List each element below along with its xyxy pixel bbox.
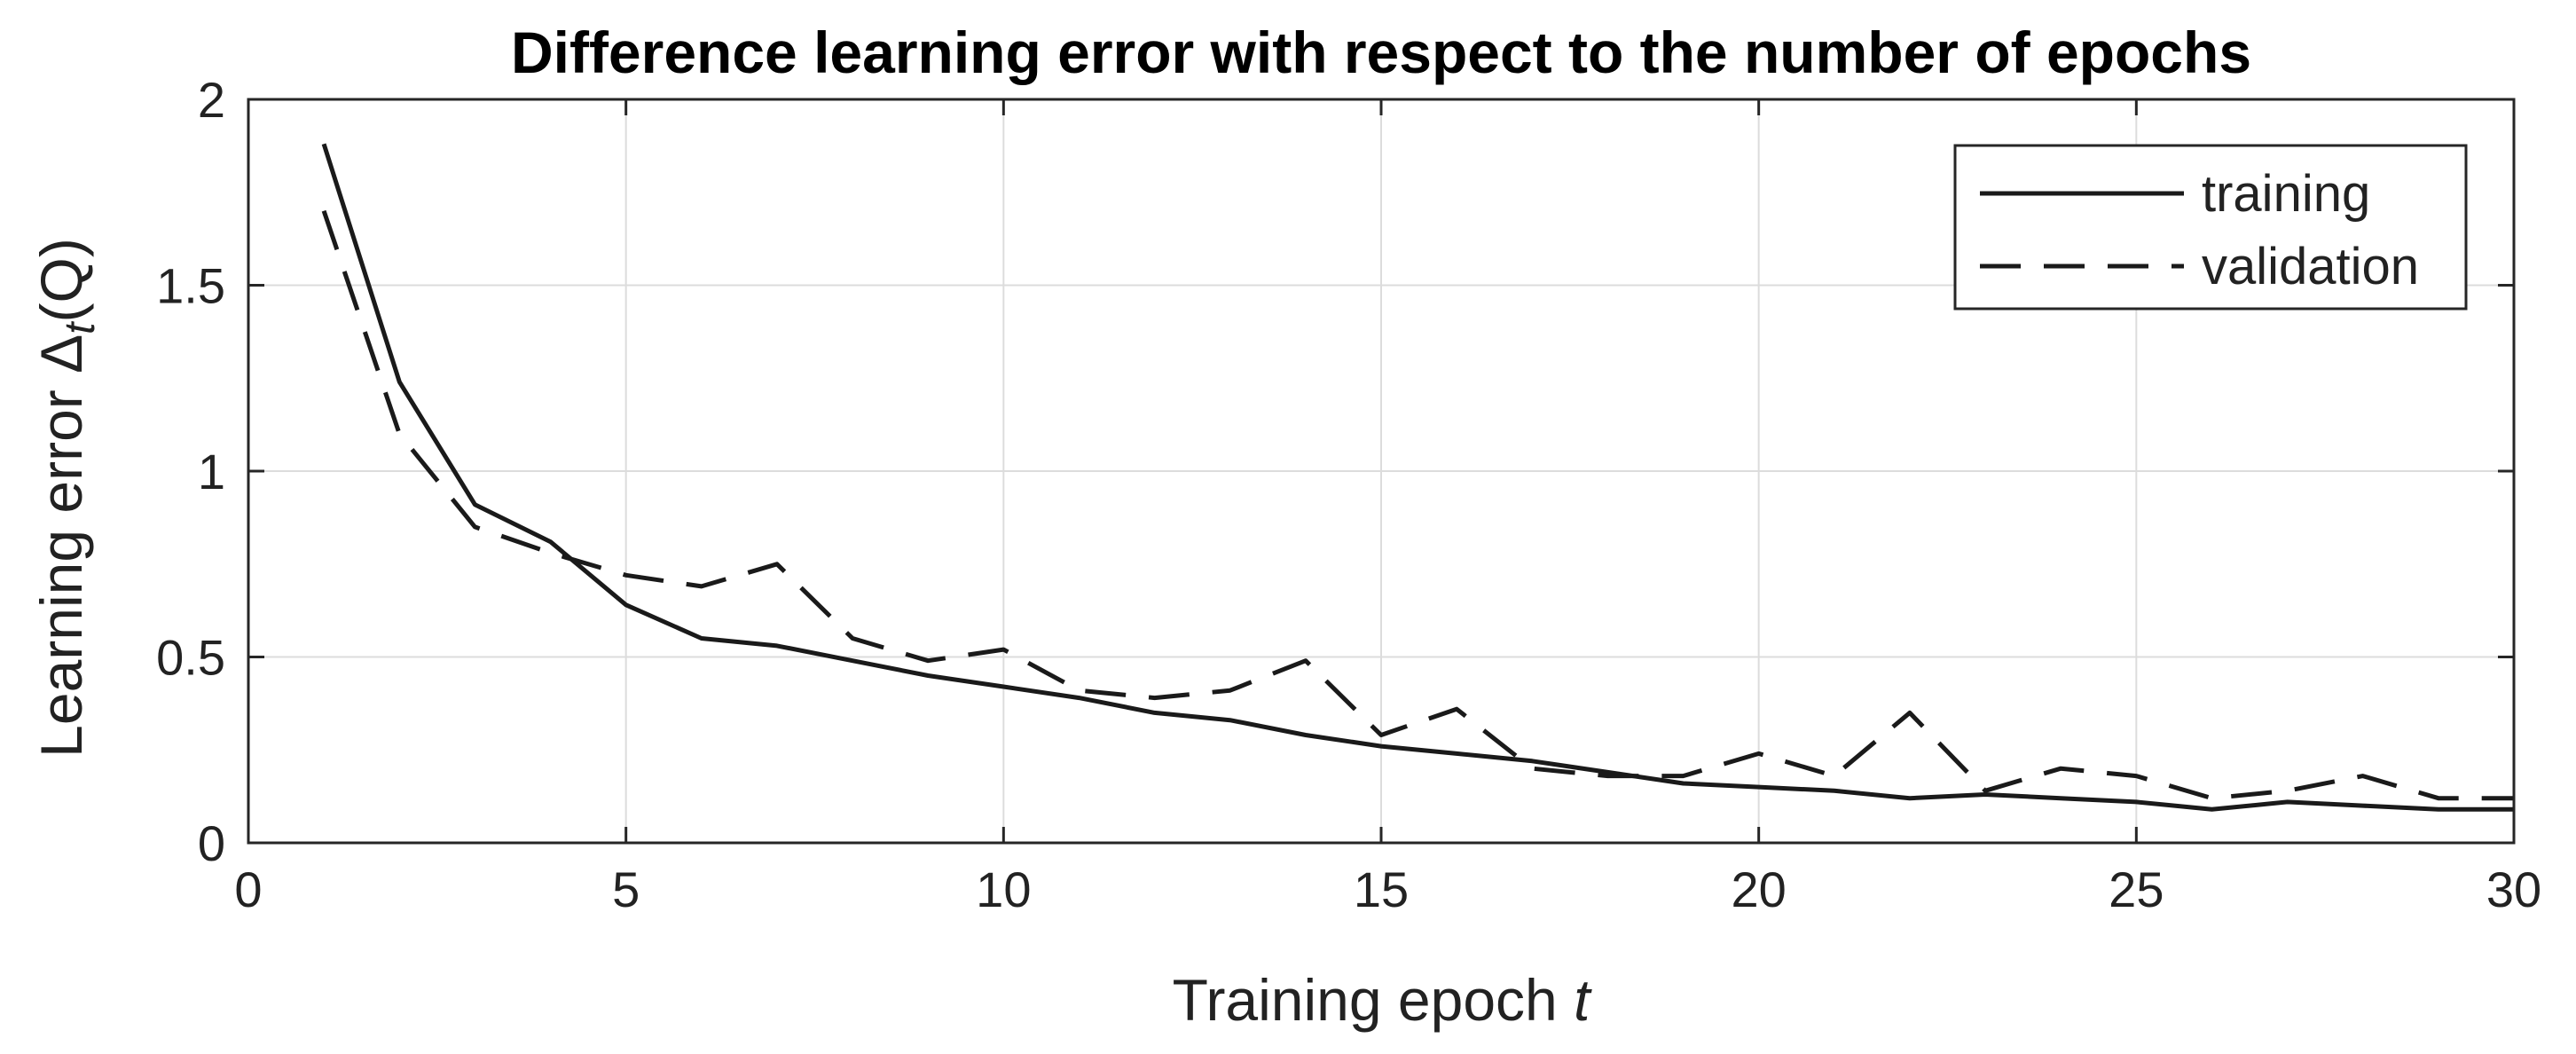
x-tick-label: 30 xyxy=(2486,861,2541,917)
x-tick-label: 0 xyxy=(234,861,262,917)
y-tick-label: 1 xyxy=(198,444,225,499)
x-tick-label: 25 xyxy=(2109,861,2164,917)
x-axis-label: Training epoch t xyxy=(1173,967,1593,1033)
series-group xyxy=(321,143,2514,812)
x-tick-label: 15 xyxy=(1354,861,1409,917)
x-tick-label: 5 xyxy=(612,861,640,917)
x-tick-label: 10 xyxy=(976,861,1031,917)
chart-title: Difference learning error with respect t… xyxy=(511,20,2251,85)
series-line-training xyxy=(321,143,2514,812)
legend-label-validation: validation xyxy=(2202,238,2419,295)
y-tick-label: 0.5 xyxy=(156,630,225,686)
legend: training validation xyxy=(1953,144,2468,311)
y-tick-label: 1.5 xyxy=(156,258,225,314)
y-axis-label: Learning error Δt(Q) xyxy=(28,238,104,758)
y-tick-label: 0 xyxy=(198,815,225,871)
legend-box xyxy=(1953,144,2468,311)
y-tick-label: 2 xyxy=(198,72,225,128)
x-tick-label: 20 xyxy=(1732,861,1787,917)
legend-label-training: training xyxy=(2202,165,2370,223)
axis-ticks: 0 5 10 15 20 25 30 0 0.5 1 1.5 2 xyxy=(156,72,2541,917)
series-line-validation xyxy=(321,209,2514,801)
